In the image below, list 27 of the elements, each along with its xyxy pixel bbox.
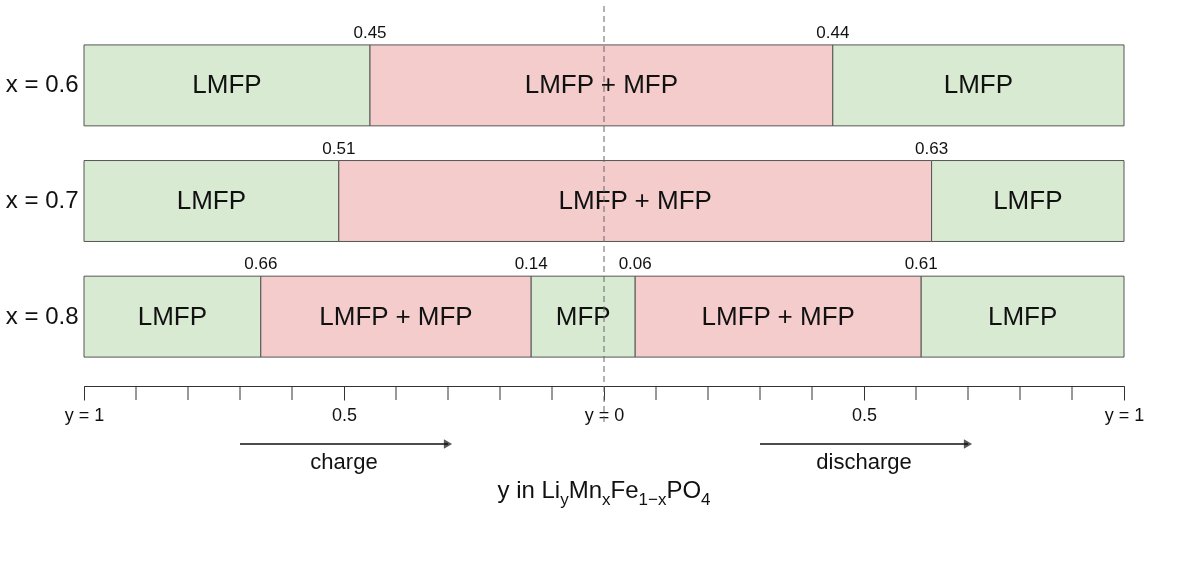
annotation: 0.66 — [244, 254, 278, 274]
data-label: LMFP + MFP — [701, 300, 855, 331]
data-label: LMFP — [993, 185, 1063, 215]
x-tick-label: y = 0 — [584, 404, 625, 425]
text: charge — [310, 449, 378, 474]
annotation: 0.61 — [904, 254, 938, 274]
y-tick-label: x = 0.8 — [5, 301, 79, 329]
data-label: LMFP + MFP — [524, 69, 679, 100]
annotation: 0.06 — [618, 254, 652, 274]
x-tick-label: y = 1 — [64, 404, 105, 425]
text: discharge — [816, 449, 912, 474]
y-tick-label: x = 0.6 — [5, 70, 79, 98]
data-label: LMFP + MFP — [319, 300, 473, 331]
annotation: 0.45 — [353, 22, 387, 42]
data-label: LMFP — [137, 300, 208, 331]
x-tick-label: 0.5 — [331, 404, 358, 425]
data-label: MFP — [555, 300, 611, 331]
data-label: LMFP — [987, 300, 1058, 331]
annotation: 0.44 — [816, 22, 850, 42]
data-label: LMFP — [943, 69, 1014, 100]
data-label: LMFP — [192, 69, 262, 100]
data-label: LMFP — [176, 185, 247, 215]
y-tick-label: x = 0.7 — [5, 186, 79, 213]
data-label: LMFP + MFP — [558, 185, 712, 215]
annotation: 0.14 — [514, 254, 548, 274]
annotation: 0.51 — [322, 138, 356, 158]
annotation: 0.63 — [915, 138, 949, 158]
